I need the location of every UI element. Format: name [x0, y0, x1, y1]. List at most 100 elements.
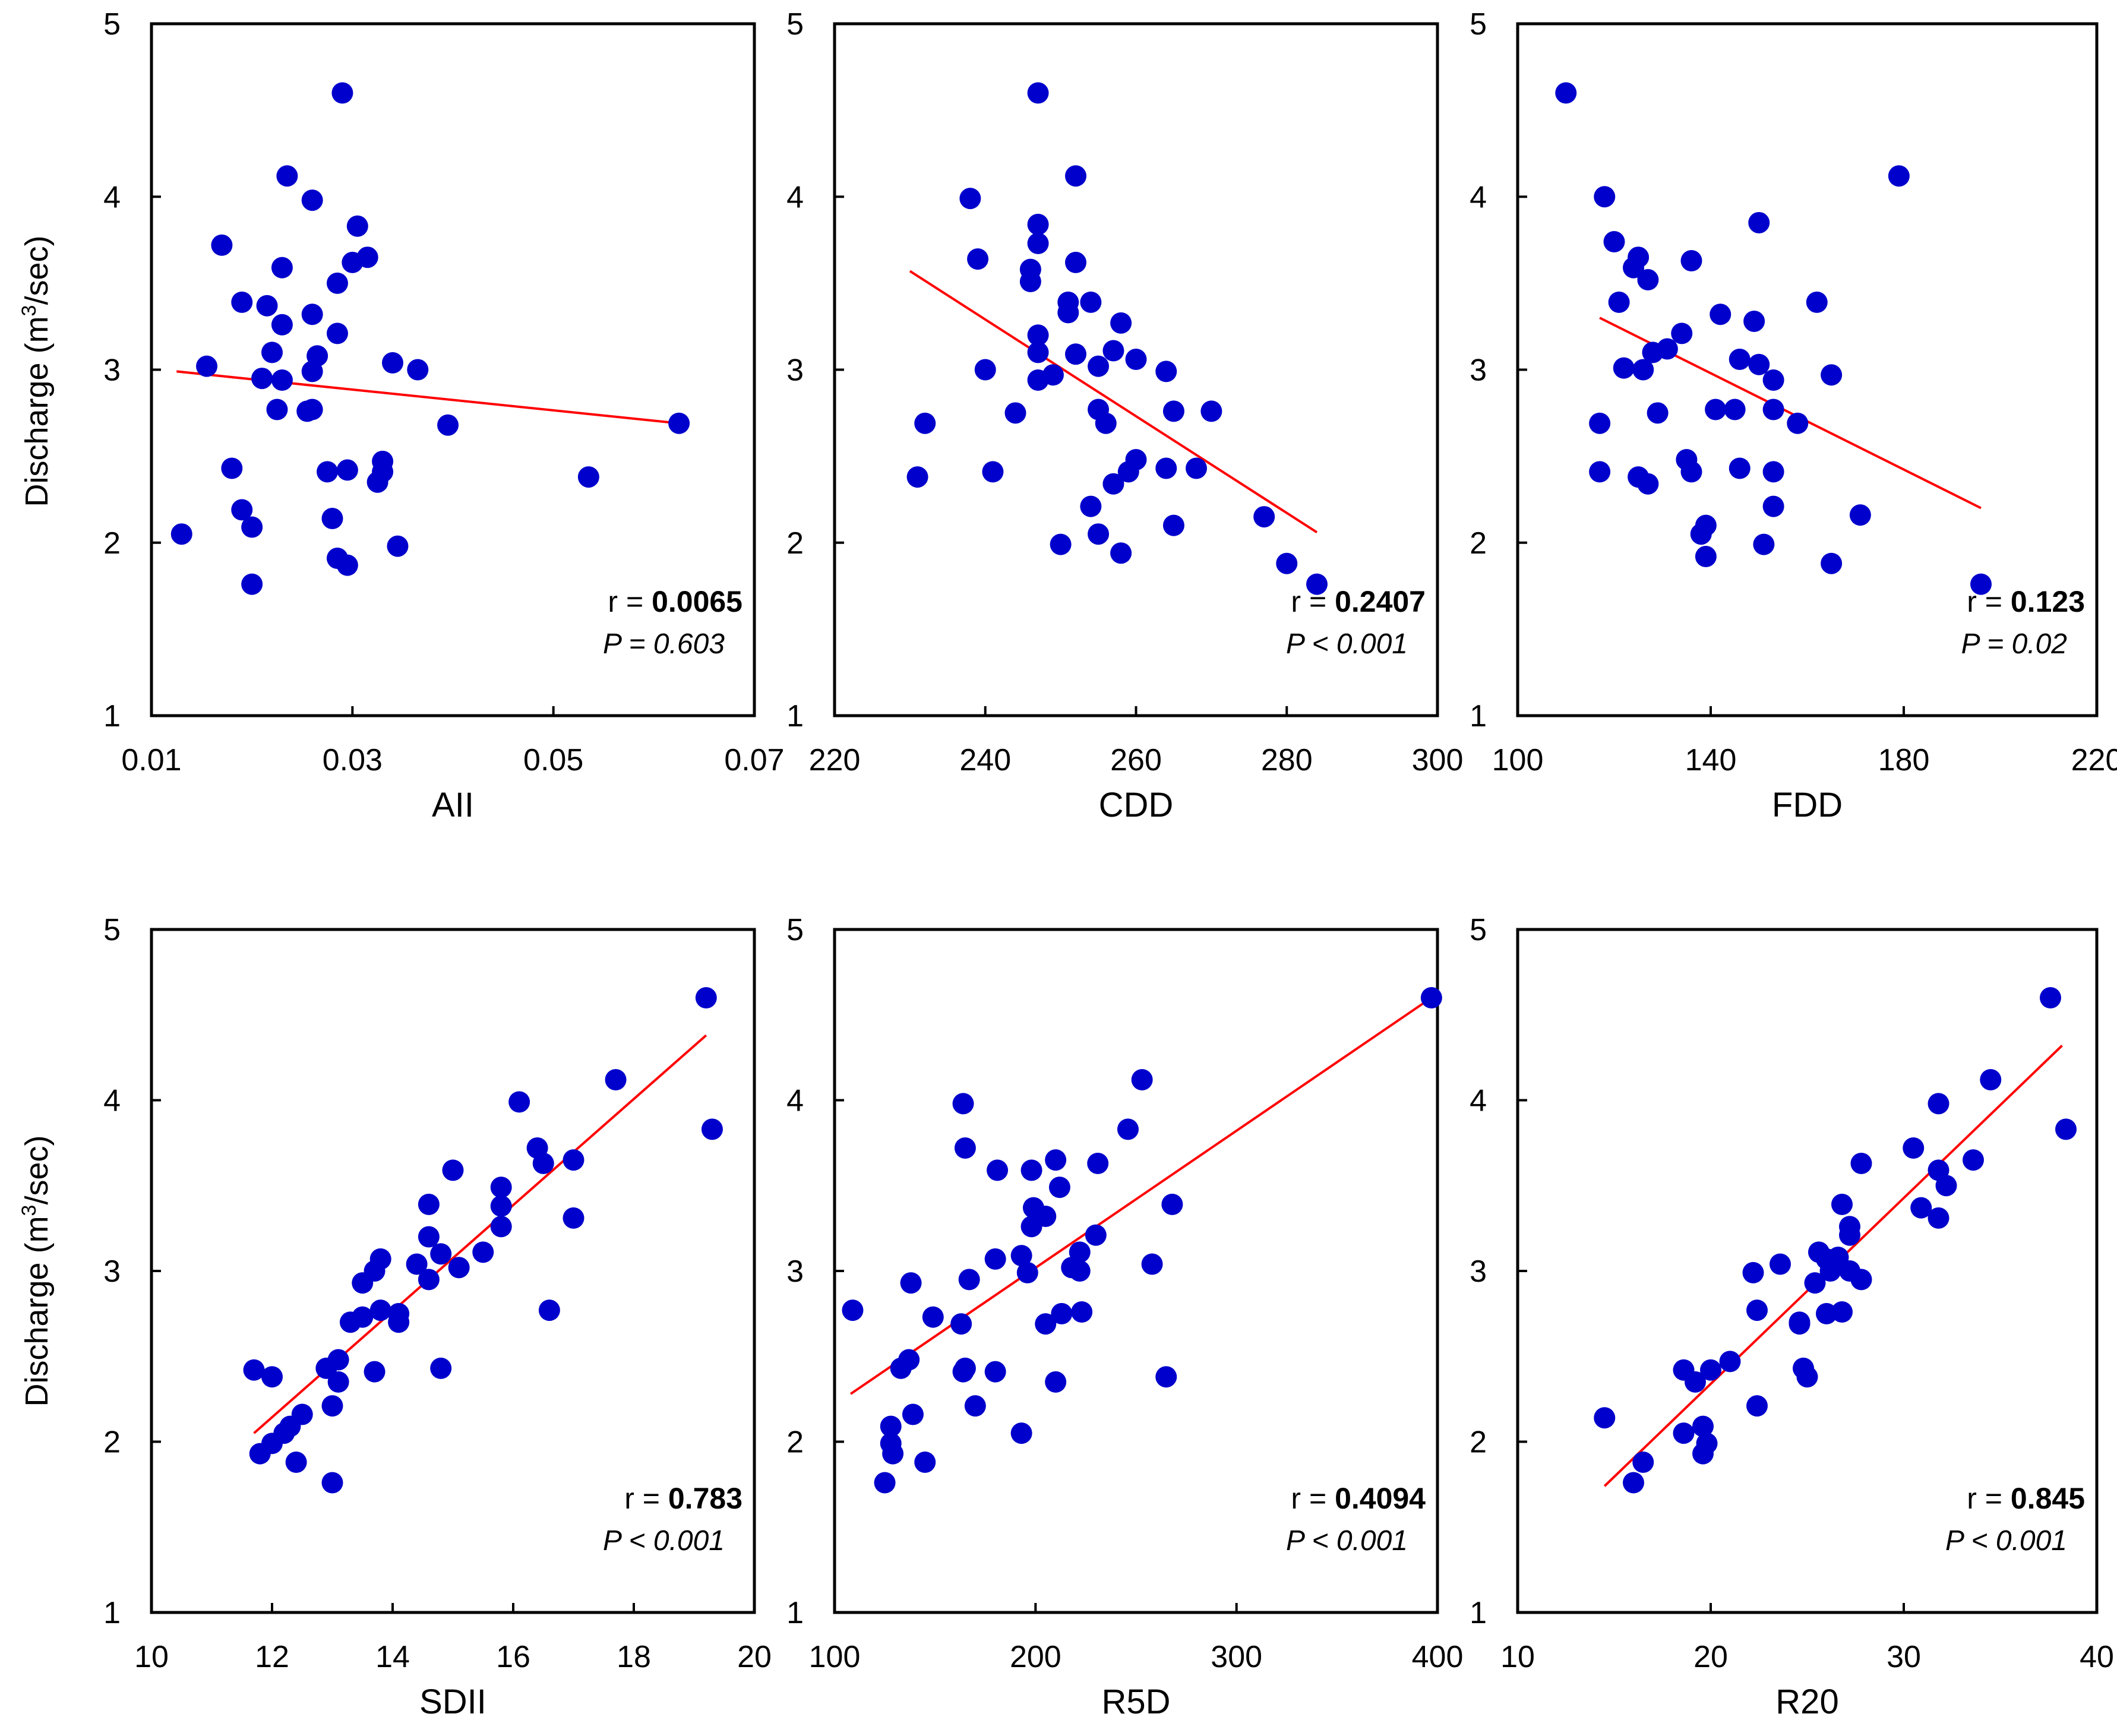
data-point [1155, 361, 1177, 382]
p-value-label: P < 0.001 [1286, 628, 1408, 660]
data-point [366, 471, 388, 493]
data-point [1131, 1069, 1153, 1090]
data-point [472, 1241, 494, 1263]
data-point [882, 1443, 904, 1465]
data-point [170, 523, 192, 545]
data-point [987, 1159, 1009, 1181]
x-tick-label: 300 [1211, 1640, 1262, 1674]
data-point [1748, 211, 1770, 233]
y-tick-label: 1 [1470, 699, 1487, 733]
data-point [1276, 552, 1298, 574]
data-point [1903, 1137, 1925, 1159]
data-point [1065, 165, 1086, 187]
x-tick-label: 220 [2071, 743, 2117, 777]
data-point [902, 1403, 924, 1425]
data-point [922, 1306, 944, 1328]
data-point [1632, 1452, 1654, 1473]
data-point [1087, 1152, 1109, 1174]
data-point [906, 466, 928, 488]
r-value-label: r = 0.2407 [1291, 585, 1426, 618]
data-point [301, 303, 323, 325]
data-point [339, 1311, 361, 1333]
y-tick-label: 5 [1470, 7, 1487, 42]
data-point [1306, 573, 1328, 595]
data-point [538, 1299, 560, 1321]
data-point [406, 1253, 428, 1275]
panel-cdd: 1 2 3 4 5 220 240 260 280 300 CDD r = 0.2407 P < 0.0… [786, 7, 1463, 824]
data-point [271, 314, 293, 336]
x-tick-label: 0.01 [121, 743, 181, 777]
x-tick-label: 14 [375, 1640, 410, 1674]
data-point [1804, 1272, 1826, 1294]
data-point [1027, 324, 1049, 346]
data-point [1095, 412, 1117, 434]
data-point [1253, 506, 1275, 528]
data-point [1819, 1260, 1841, 1282]
data-point [914, 1452, 936, 1473]
data-point [1603, 230, 1625, 252]
data-point [1065, 251, 1086, 273]
data-point [880, 1415, 902, 1437]
data-point [1690, 523, 1712, 545]
data-point [317, 461, 339, 483]
data-point [1680, 461, 1702, 483]
data-point [1051, 1302, 1073, 1324]
data-point [211, 234, 233, 256]
x-tick-label: 400 [1412, 1640, 1464, 1674]
data-point [1102, 473, 1124, 495]
data-point [1821, 364, 1843, 386]
x-tick-label: 180 [1878, 743, 1930, 777]
data-point [1085, 1224, 1107, 1246]
data-point [967, 248, 989, 270]
x-tick-label: 0.05 [523, 743, 583, 777]
y-tick-label: 3 [786, 353, 804, 388]
data-point [1849, 504, 1871, 526]
data-point [1125, 349, 1147, 371]
data-point [984, 1361, 1006, 1383]
data-point [241, 573, 263, 595]
y-tick-label: 3 [1470, 1254, 1487, 1289]
ylabel-top: Discharge (m3/sec) [18, 235, 55, 507]
x-tick-label: 18 [617, 1640, 651, 1674]
data-point [285, 1452, 307, 1473]
data-point [231, 291, 253, 313]
data-point [243, 1359, 265, 1381]
x-tick-label: 0.03 [323, 743, 383, 777]
data-point [1753, 533, 1775, 555]
data-point [1695, 546, 1717, 568]
data-point [418, 1269, 440, 1291]
data-point [1888, 165, 1910, 187]
data-point [1050, 533, 1072, 555]
data-point [1117, 461, 1139, 483]
data-point [1020, 1159, 1042, 1181]
y-tick-label: 3 [786, 1254, 804, 1289]
x-axis-title: R20 [1775, 1683, 1838, 1721]
data-point [1928, 1207, 1949, 1229]
data-point [1796, 1366, 1818, 1388]
x-tick-label: 20 [1693, 1640, 1728, 1674]
data-point [1016, 1261, 1038, 1283]
data-point [974, 359, 996, 381]
data-point [1762, 495, 1784, 517]
y-tick-label: 3 [1470, 353, 1487, 388]
data-point [1928, 1093, 1949, 1115]
r-value-label: r = 0.4094 [1291, 1482, 1426, 1515]
data-point [331, 82, 353, 104]
data-point [326, 272, 348, 294]
data-point [271, 257, 293, 279]
data-point [321, 1395, 343, 1417]
y-tick-label: 1 [1470, 1596, 1487, 1630]
data-point [448, 1257, 470, 1279]
x-axis-title: CDD [1099, 786, 1174, 824]
data-point [1045, 1149, 1067, 1171]
data-point [1729, 457, 1751, 479]
data-point [1692, 1443, 1714, 1465]
data-point [1743, 310, 1765, 332]
data-point [249, 1443, 271, 1465]
x-tick-label: 220 [809, 743, 861, 777]
data-point [382, 352, 403, 374]
data-point [1019, 270, 1041, 292]
data-point [1748, 353, 1770, 375]
data-point [701, 1118, 723, 1140]
y-tick-label: 5 [786, 913, 804, 947]
